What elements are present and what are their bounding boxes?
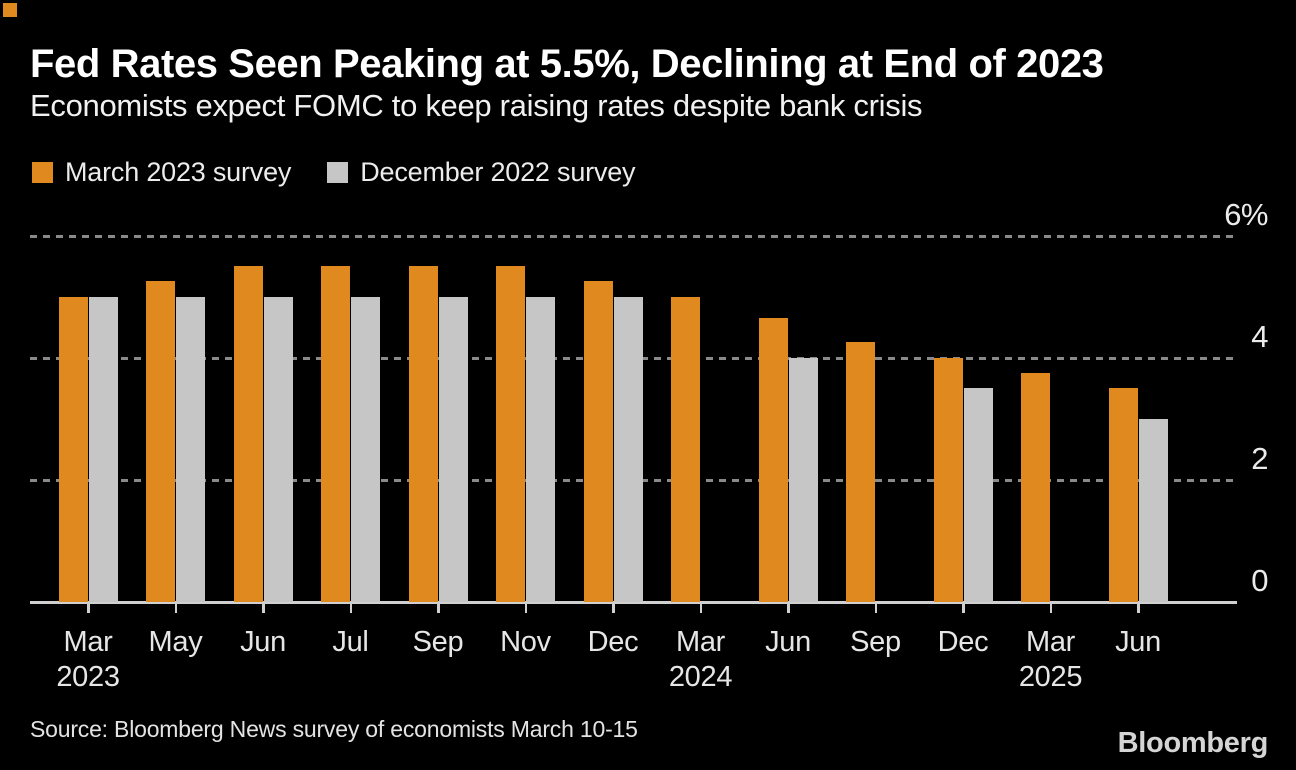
bar-march-2023-survey-mar-2024 [671, 296, 700, 602]
x-axis-year-2024: 2024 [668, 661, 733, 693]
x-axis-label-jun-2023: Jun [240, 626, 286, 658]
bloomberg-brand-mark [3, 3, 17, 17]
y-axis-label-4: 4 [1251, 318, 1268, 354]
x-tick-dec-2024 [962, 604, 965, 613]
x-axis-label-mar-2023: Mar [63, 626, 113, 658]
bar-december-2022-survey-dec-2023 [613, 296, 643, 602]
x-axis-label-jun-2025: Jun [1115, 626, 1161, 658]
x-tick-mar-2025 [1049, 604, 1052, 613]
x-axis-label-dec-2024: Dec [937, 626, 989, 658]
legend-label-1: December 2022 survey [360, 157, 636, 187]
bar-march-2023-survey-mar-2025 [1021, 372, 1050, 602]
x-axis-year-2025: 2025 [1018, 661, 1083, 693]
legend-item-0: March 2023 survey [32, 157, 291, 188]
legend-item-1: December 2022 survey [327, 157, 636, 188]
bar-march-2023-survey-dec-2023 [583, 281, 613, 602]
x-tick-sep-2024 [874, 604, 877, 613]
y-axis-label-0: 0 [1251, 563, 1268, 598]
bar-march-2023-survey-jun-2024 [758, 317, 788, 602]
legend-swatch-0 [32, 162, 53, 183]
chart-legend: March 2023 survey December 2022 survey [32, 157, 636, 188]
x-axis-label-nov-2023: Nov [500, 626, 551, 658]
x-tick-jun-2024 [787, 604, 790, 613]
bar-december-2022-survey-dec-2024 [963, 388, 993, 602]
x-axis-label-sep-2024: Sep [850, 626, 901, 658]
x-tick-nov-2023 [524, 604, 527, 613]
bar-december-2022-survey-nov-2023 [526, 296, 555, 602]
bar-march-2023-survey-mar-2023 [58, 296, 88, 602]
chart-subtitle: Economists expect FOMC to keep raising r… [30, 88, 923, 123]
gridline-6 [30, 234, 1237, 238]
chart-title: Fed Rates Seen Peaking at 5.5%, Declinin… [30, 42, 1104, 86]
bar-march-2023-survey-sep-2023 [408, 266, 438, 602]
bar-december-2022-survey-jun-2023 [263, 296, 293, 602]
source-note: Source: Bloomberg News survey of economi… [30, 716, 638, 742]
bar-march-2023-survey-jun-2025 [1108, 388, 1138, 602]
x-axis-label-sep-2023: Sep [412, 626, 464, 658]
x-tick-jun-2025 [1137, 604, 1140, 613]
x-axis-label-mar-2024: Mar [675, 626, 726, 658]
x-tick-mar-2023 [87, 604, 90, 613]
x-axis-label-dec-2023: Dec [587, 626, 639, 658]
bar-march-2023-survey-may-2023 [146, 281, 175, 602]
x-axis-label-mar-2025: Mar [1025, 626, 1076, 658]
x-axis-year-2023: 2023 [56, 661, 120, 693]
bar-december-2022-survey-jun-2025 [1138, 418, 1168, 602]
bar-march-2023-survey-sep-2024 [846, 342, 875, 602]
x-axis-baseline [30, 601, 1237, 604]
bar-december-2022-survey-sep-2023 [438, 296, 468, 602]
x-tick-jun-2023 [262, 604, 265, 613]
legend-swatch-1 [327, 162, 349, 183]
bar-march-2023-survey-jul-2023 [321, 266, 350, 602]
bar-december-2022-survey-mar-2023 [88, 296, 118, 602]
bloomberg-logo: Bloomberg [1117, 727, 1269, 759]
x-tick-sep-2023 [437, 604, 440, 613]
x-axis-label-jun-2024: Jun [765, 626, 811, 658]
x-axis-label-jul-2023: Jul [332, 626, 369, 658]
bar-december-2022-survey-may-2023 [176, 296, 205, 602]
x-tick-may-2023 [174, 604, 177, 613]
bar-december-2022-survey-jun-2024 [788, 357, 818, 602]
bar-december-2022-survey-jul-2023 [351, 296, 380, 602]
x-tick-jul-2023 [349, 604, 352, 613]
bar-march-2023-survey-jun-2023 [233, 266, 263, 602]
bar-march-2023-survey-nov-2023 [496, 266, 525, 602]
legend-label-0: March 2023 survey [65, 157, 292, 187]
y-axis-label-6: 6% [1224, 196, 1268, 232]
x-axis-label-may-2023: May [148, 626, 203, 658]
bar-march-2023-survey-dec-2024 [933, 357, 963, 602]
x-tick-dec-2023 [612, 604, 615, 613]
x-tick-mar-2024 [699, 604, 702, 613]
y-axis-label-2: 2 [1251, 440, 1268, 476]
